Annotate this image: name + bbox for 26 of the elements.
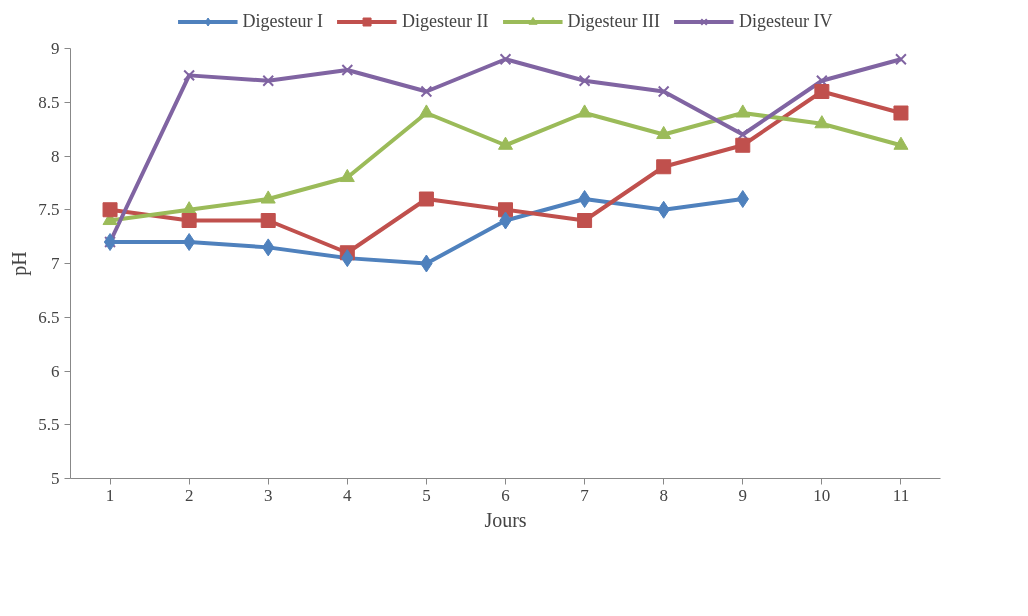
legend-label: Digesteur III [567,10,660,32]
y-tick-label: 9 [51,39,60,58]
y-axis-title: pH [8,251,32,276]
x-tick-label: 3 [263,485,273,505]
legend-label: Digesteur IV [738,10,833,32]
x-axis-title: Jours [484,508,527,531]
x-tick-label: 7 [580,485,590,505]
x-tick-label: 6 [501,485,510,505]
x-tick-label: 11 [892,485,910,505]
y-tick-label: 7 [51,254,60,273]
y-tick-label: 6 [51,361,60,381]
y-tick-label: 5.5 [38,415,60,435]
y-tick-label: 8 [51,146,60,166]
legend-label: Digesteur II [402,10,489,32]
x-tick-label: 10 [813,485,831,505]
x-tick-label: 5 [422,485,431,505]
x-tick-label: 2 [184,485,194,505]
y-tick-label: 6.5 [38,307,60,327]
y-tick-label: 7.5 [38,200,60,220]
y-tick-label: 8.5 [38,92,60,112]
y-tick-label: 5 [51,469,60,488]
x-tick-label: 4 [343,485,353,505]
x-tick-label: 9 [738,485,748,505]
x-tick-label: 8 [659,485,668,505]
legend-label: Digesteur I [242,10,324,32]
x-tick-label: 1 [105,485,115,505]
